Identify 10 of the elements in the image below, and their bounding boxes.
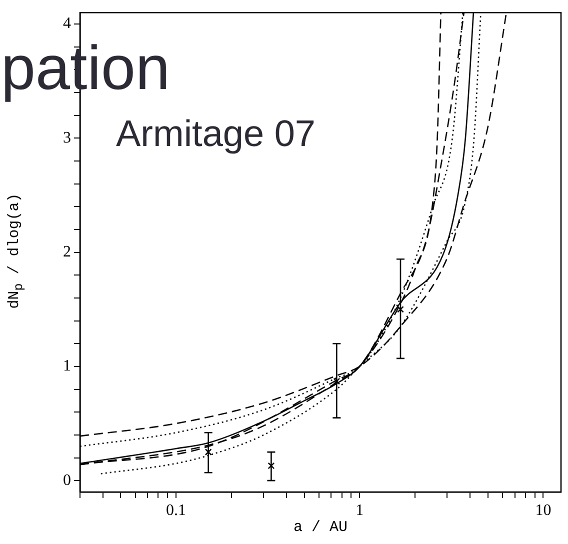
y-tick-label: 3 [63, 129, 71, 146]
x-tick-label: 0.1 [166, 502, 186, 519]
y-tick-label: 0 [63, 472, 71, 489]
y-tick-label: 4 [63, 15, 71, 32]
y-tick-label: 1 [63, 358, 71, 375]
x-tick-label: 10 [535, 502, 552, 519]
x-axis-title: a / AU [292, 519, 348, 536]
x-tick-label: 1 [356, 502, 364, 519]
annotation: Armitage 07 [116, 113, 316, 154]
y-tick-label: 2 [63, 244, 71, 261]
